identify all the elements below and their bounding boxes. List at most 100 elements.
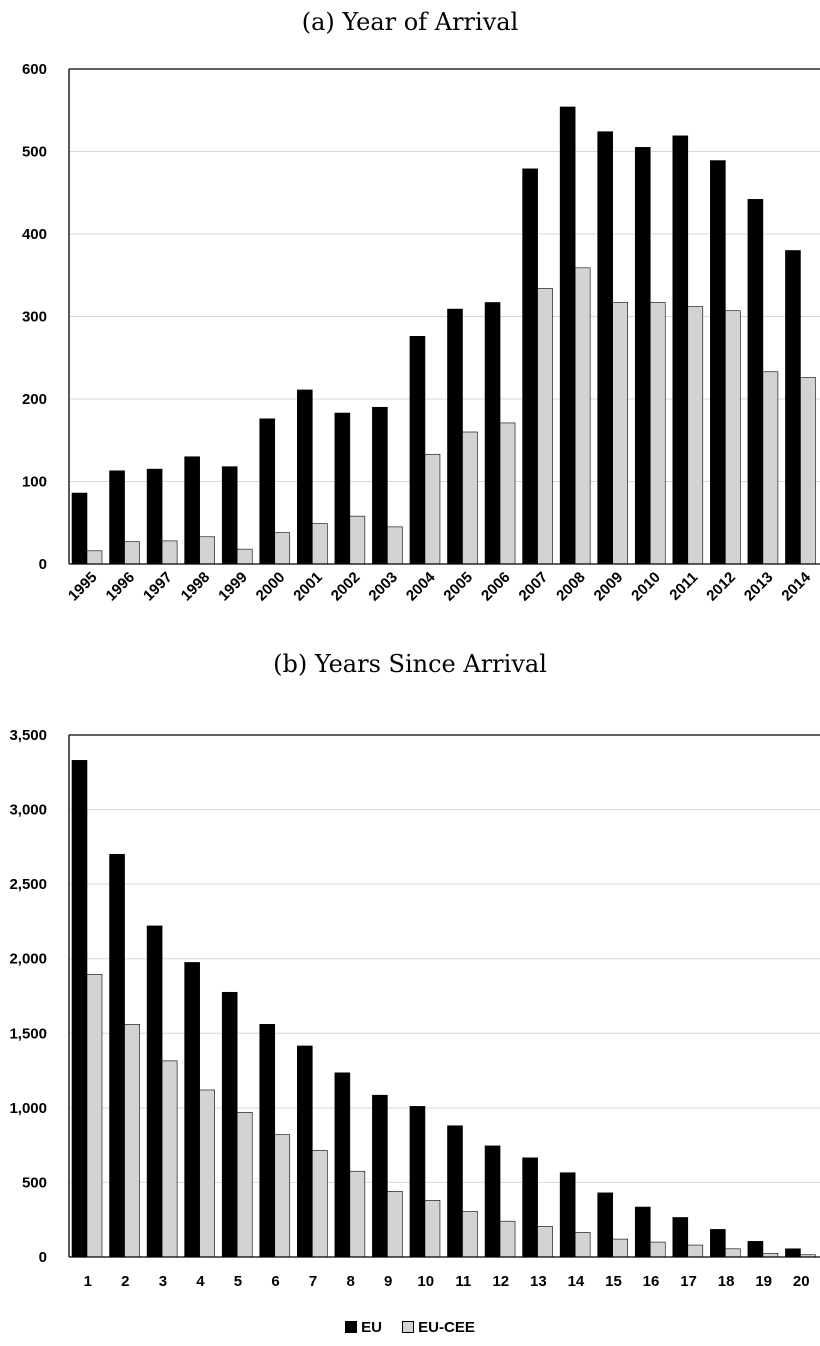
- x-tick-label: 2006: [478, 569, 514, 605]
- bar-eu-cee: [725, 310, 741, 565]
- x-tick-label: 1997: [140, 569, 176, 605]
- x-tick-label: 2004: [403, 568, 439, 604]
- bar-eu-cee: [649, 1241, 666, 1258]
- x-tick-label: 2012: [703, 569, 739, 605]
- bar-eu: [634, 147, 651, 565]
- bar-eu: [259, 1024, 276, 1258]
- bar-eu-cee: [687, 306, 704, 565]
- bar-eu: [522, 1157, 538, 1258]
- bar-eu-cee: [499, 1220, 516, 1258]
- bar-eu-cee: [462, 431, 478, 565]
- x-tick-label: 20: [793, 1273, 810, 1290]
- x-tick-label: 1998: [178, 569, 214, 605]
- bar-eu: [409, 335, 426, 565]
- x-tick-label: 10: [417, 1273, 434, 1290]
- x-tick-label: 18: [718, 1273, 735, 1290]
- bar-eu: [259, 418, 276, 565]
- bar-eu-cee: [274, 532, 291, 565]
- x-tick-label: 2005: [440, 569, 476, 605]
- bar-eu-cee: [574, 1232, 591, 1258]
- y-tick-label: 500: [22, 144, 47, 161]
- y-tick-label: 100: [22, 474, 47, 491]
- x-tick-label: 2014: [778, 568, 814, 604]
- bar-eu: [334, 1072, 351, 1258]
- bar-eu: [484, 302, 501, 565]
- bar-eu: [559, 1172, 576, 1258]
- bar-eu: [109, 470, 125, 565]
- x-tick-label: 2009: [591, 569, 627, 605]
- x-tick-label: 6: [271, 1273, 279, 1290]
- bar-eu: [409, 1106, 426, 1258]
- x-tick-label: 8: [346, 1273, 354, 1290]
- y-tick-label: 3,000: [9, 802, 47, 819]
- x-tick-label: 19: [755, 1273, 772, 1290]
- bar-eu: [559, 106, 576, 565]
- bar-eu-cee: [612, 302, 629, 565]
- y-tick-label: 2,000: [9, 951, 47, 968]
- bar-eu: [372, 1094, 388, 1258]
- bar-eu: [597, 131, 614, 565]
- bar-eu-cee: [462, 1211, 478, 1258]
- bar-eu-cee: [274, 1134, 291, 1258]
- x-tick-label: 2: [121, 1273, 129, 1290]
- chart-b-title: (b) Years Since Arrival: [273, 650, 547, 678]
- x-tick-label: 2002: [328, 569, 364, 605]
- x-tick-label: 2013: [741, 569, 777, 605]
- chart-a-title: (a) Year of Arrival: [301, 8, 519, 36]
- y-tick-label: 600: [22, 61, 47, 78]
- bar-eu-cee: [424, 1200, 441, 1258]
- x-tick-label: 2008: [553, 569, 589, 605]
- y-tick-label: 300: [22, 309, 47, 326]
- bar-eu: [484, 1145, 501, 1258]
- x-tick-label: 7: [309, 1273, 317, 1290]
- x-tick-label: 3: [159, 1273, 167, 1290]
- x-tick-label: 15: [605, 1273, 622, 1290]
- x-tick-label: 4: [196, 1273, 205, 1290]
- y-tick-label: 400: [22, 226, 47, 243]
- bar-eu: [747, 199, 764, 565]
- y-tick-label: 3,500: [9, 727, 47, 744]
- bar-eu-cee: [762, 371, 779, 565]
- bar-eu-cee: [311, 523, 328, 565]
- y-tick-label: 1,500: [9, 1025, 47, 1042]
- bar-eu-cee: [199, 536, 215, 565]
- bar-eu: [672, 1217, 689, 1258]
- bar-eu: [747, 1241, 764, 1258]
- y-tick-label: 1,000: [9, 1100, 47, 1117]
- x-tick-label: 2011: [666, 569, 701, 604]
- bar-eu: [522, 168, 538, 565]
- bar-eu: [334, 412, 351, 565]
- bar-eu: [296, 1045, 313, 1258]
- legend-item-eu: EU: [345, 1319, 382, 1336]
- y-tick-label: 0: [39, 1249, 47, 1266]
- legend-item-eu-cee: EU-CEE: [402, 1319, 475, 1336]
- bar-eu: [785, 1248, 801, 1258]
- x-tick-label: 2001: [290, 569, 326, 605]
- bar-eu: [184, 456, 200, 565]
- x-tick-label: 9: [384, 1273, 392, 1290]
- legend: EU EU-CEE: [0, 1319, 820, 1336]
- bar-eu: [71, 492, 88, 565]
- bar-eu-cee: [311, 1150, 328, 1258]
- bar-eu: [672, 135, 689, 565]
- x-tick-label: 2007: [516, 569, 552, 605]
- bar-eu-cee: [649, 302, 666, 565]
- x-tick-label: 16: [643, 1273, 660, 1290]
- bar-eu-cee: [349, 515, 366, 565]
- x-tick-label: 11: [455, 1273, 471, 1290]
- bar-eu-cee: [86, 974, 103, 1258]
- y-tick-label: 2,500: [9, 876, 47, 893]
- bar-eu: [296, 389, 313, 565]
- bar-eu-cee: [236, 1112, 253, 1258]
- bar-eu: [710, 160, 726, 565]
- bar-eu-cee: [161, 540, 178, 565]
- x-tick-label: 1996: [103, 569, 139, 605]
- x-tick-label: 12: [492, 1273, 509, 1290]
- bar-eu: [221, 466, 238, 565]
- legend-label-eu: EU: [361, 1319, 382, 1336]
- bar-eu: [447, 308, 463, 565]
- bar-eu-cee: [800, 377, 816, 565]
- x-tick-label: 13: [530, 1273, 547, 1290]
- bar-eu: [597, 1192, 614, 1258]
